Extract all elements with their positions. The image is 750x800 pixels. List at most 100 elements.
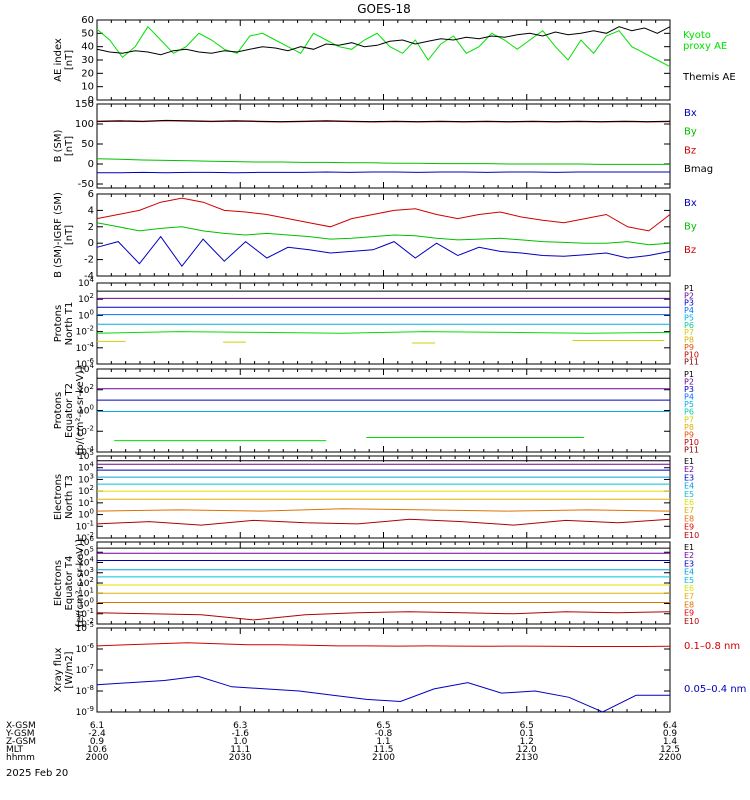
legend-entry: E5	[684, 490, 694, 499]
y-tick-label: 102	[78, 484, 94, 497]
legend-entry: E9	[684, 609, 694, 618]
y-tick-label: 10-6	[76, 357, 95, 370]
ephemeris-value: 6.1	[90, 721, 104, 731]
y-axis-label: ProtonsNorth T1	[53, 302, 75, 346]
legend-entry: P8	[684, 336, 694, 345]
y-tick-label: 10-2	[76, 424, 94, 437]
y-tick-label: 10-2	[76, 531, 94, 544]
y-tick-label: 106	[78, 535, 94, 548]
y-tick-label: -4	[84, 271, 94, 282]
legend-entry: P6	[684, 321, 694, 330]
legend-entry: P2	[684, 291, 694, 300]
y-tick-label: 50	[81, 28, 94, 39]
y-tick-label: 103	[78, 472, 94, 485]
y-tick-label: 0	[88, 95, 94, 106]
series-line	[96, 235, 671, 268]
ephemeris-value: 1.4	[663, 737, 678, 747]
legend-entry: E10	[684, 617, 699, 626]
y-tick-label: 104	[78, 556, 94, 569]
legend-entry: Kyoto	[683, 30, 711, 41]
y-tick-label: 10-4	[76, 341, 95, 354]
legend-entry: 0.1–0.8 nm	[684, 641, 740, 652]
ephemeris-value: 10.6	[87, 745, 107, 755]
y-tick-label: 6	[88, 189, 94, 200]
y-axis-label: ElectronsNorth T3	[53, 474, 75, 520]
y-tick-label: 10-9	[76, 705, 94, 718]
series-line	[96, 119, 671, 123]
y-tick-label: 10-5	[76, 621, 94, 634]
ephemeris-value: 12.5	[660, 745, 680, 755]
y-tick-label: 100	[78, 597, 94, 610]
plot-title: GOES-18	[357, 2, 411, 16]
legend-entry: Bz	[684, 245, 696, 256]
y-tick-label: 40	[81, 42, 94, 53]
y-axis-label: B (SM)[nT]	[53, 129, 75, 162]
y-tick-label: 10-7	[76, 663, 94, 676]
ephemeris-value: 6.4	[663, 721, 678, 731]
panel-frame	[96, 282, 671, 365]
legend-entry: P9	[684, 430, 694, 439]
y-tick-label: -2	[84, 255, 94, 266]
y-tick-label: 10-8	[76, 684, 94, 697]
legend-entry: proxy AE	[683, 41, 727, 52]
legend-entry: E2	[684, 465, 694, 474]
legend-entry: P5	[684, 313, 694, 322]
y-tick-label: 101	[78, 496, 94, 509]
legend-entry: E7	[684, 592, 694, 601]
y-axis-label: ProtonsEquator T2[p/(cm²-s-sr-keV)]	[53, 367, 86, 455]
legend-entry: P10	[684, 350, 699, 359]
ephemeris-value: 1.1	[376, 737, 390, 747]
ephemeris-value: 2130	[515, 753, 538, 763]
legend-entry: P3	[684, 385, 694, 394]
legend-entry: E3	[684, 559, 694, 568]
legend-entry: Bx	[684, 198, 697, 209]
ephemeris-value: 1.2	[520, 737, 534, 747]
legend-entry: E1	[684, 457, 694, 466]
legend-entry: Bz	[684, 145, 696, 156]
y-tick-label: 2	[88, 222, 94, 233]
chart-panel-6: 10-210-1100101102103104105ElectronsNorth…	[53, 449, 699, 544]
y-tick-label: -50	[78, 179, 94, 190]
y-axis-label: B (SM)-IGRF (SM)[nT]	[53, 192, 75, 278]
legend-entry: E8	[684, 600, 694, 609]
time-axis: X-GSMY-GSMZ-GSMMLThhmm6.1-2.40.910.62000…	[5, 721, 682, 763]
y-tick-label: 101	[78, 586, 94, 599]
legend-entry: P7	[684, 415, 694, 424]
ephemeris-value: 11.1	[230, 745, 250, 755]
ephemeris-value: 2200	[659, 753, 682, 763]
ephemeris-value: 2100	[372, 753, 395, 763]
legend-entry: E8	[684, 514, 694, 523]
panel-frame	[96, 103, 671, 189]
panel-frame	[96, 627, 671, 713]
legend-entry: E5	[684, 576, 694, 585]
ephemeris-row-label: MLT	[6, 745, 24, 755]
legend-entry: E9	[684, 523, 694, 532]
legend-entry: E4	[684, 568, 694, 577]
y-tick-label: 102	[78, 576, 94, 589]
legend-entry: P4	[684, 393, 694, 402]
y-tick-label: 30	[81, 55, 94, 66]
legend-entry: By	[684, 127, 697, 138]
ephemeris-value: -0.8	[375, 729, 393, 739]
ephemeris-row-label: X-GSM	[6, 721, 36, 731]
legend-entry: P8	[684, 423, 694, 432]
y-axis-label: ElectronsEquator T4[e/(cm²-s-sr-keV)]	[53, 539, 86, 627]
y-tick-label: 10-6	[76, 642, 95, 655]
y-tick-label: 100	[75, 119, 94, 130]
y-tick-label: 103	[78, 566, 94, 579]
panel-frame	[96, 193, 671, 277]
y-tick-label: 104	[78, 461, 94, 474]
y-tick-label: 100	[78, 508, 94, 521]
series-line	[96, 518, 671, 526]
legend-entry: Bmag	[684, 164, 713, 175]
series-line	[96, 25, 671, 68]
ephemeris-value: 0.9	[90, 737, 105, 747]
legend-entry: Bx	[684, 108, 697, 119]
series-line	[96, 642, 671, 647]
series-line	[96, 197, 671, 232]
y-tick-label: 10-1	[76, 519, 94, 532]
legend-entry: P6	[684, 408, 694, 417]
legend-entry: P10	[684, 438, 699, 447]
series-line	[96, 158, 670, 165]
